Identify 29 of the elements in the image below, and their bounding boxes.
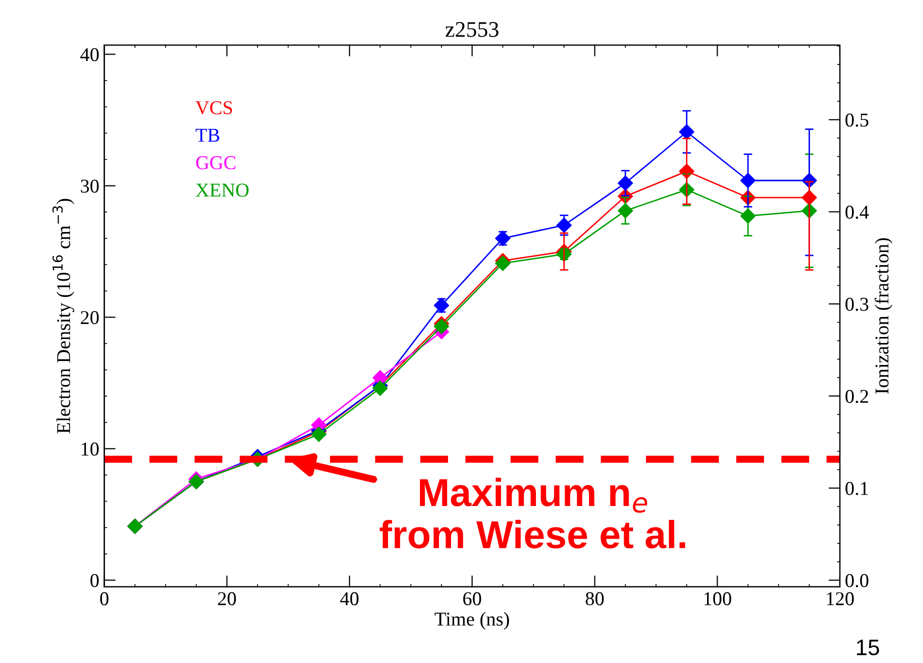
y-tick-label: 40 bbox=[80, 48, 99, 62]
y2-tick-label: 0.1 bbox=[846, 482, 868, 496]
text: GGC bbox=[196, 156, 236, 170]
x-tick-label: 100 bbox=[704, 592, 732, 606]
x-tick-label: 60 bbox=[463, 592, 482, 606]
y2-tick-label: 0.0 bbox=[846, 574, 868, 588]
x-axis-title: Time (ns) bbox=[434, 612, 509, 630]
x-tick-label: 20 bbox=[218, 592, 236, 606]
y-tick-label: 30 bbox=[80, 180, 99, 193]
text: XENO bbox=[196, 184, 249, 197]
x-tick-label: 40 bbox=[340, 592, 358, 606]
y-tick-label: 10 bbox=[82, 442, 99, 456]
chart-title: z2553 bbox=[446, 22, 498, 37]
x-tick-label: 80 bbox=[586, 592, 604, 606]
x-tick-label: 120 bbox=[827, 592, 854, 606]
text: VCS bbox=[196, 101, 232, 114]
y-axis-title: Electron Density (10$^{16}$ cm$^{−3}$) bbox=[52, 198, 74, 434]
y2-tick-label: 0.4 bbox=[846, 206, 869, 219]
y2-tick-label: 0.5 bbox=[846, 114, 868, 127]
text: 15 bbox=[856, 640, 880, 656]
y-tick-label: 20 bbox=[80, 311, 99, 324]
y2-tick-label: 0.3 bbox=[846, 298, 868, 311]
y2-tick-label: 0.2 bbox=[846, 390, 868, 404]
annotation: Maximum n$_{e}$ from Wiese et al. bbox=[380, 478, 686, 548]
y2-axis-title: Ionization (fraction) bbox=[874, 238, 892, 394]
text: TB bbox=[196, 128, 220, 142]
point bbox=[434, 318, 450, 334]
x-tick-label: 0 bbox=[100, 592, 108, 606]
y-tick-label: 0 bbox=[90, 574, 99, 588]
